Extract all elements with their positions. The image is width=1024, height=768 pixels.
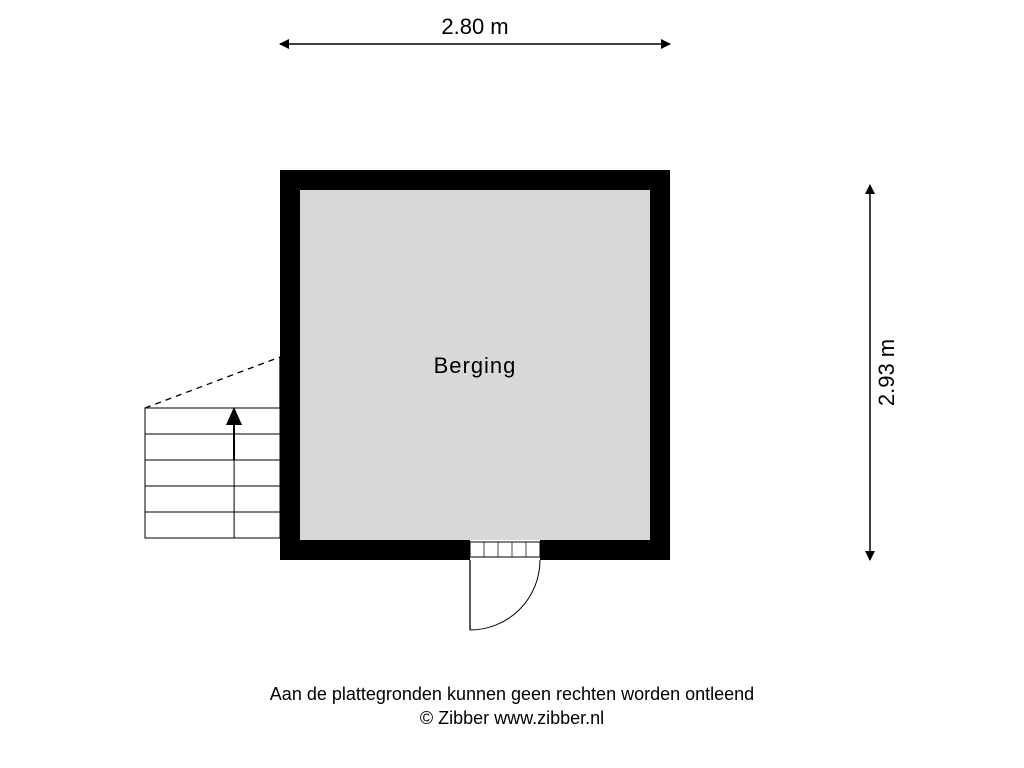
stairs — [145, 357, 280, 538]
room-label: Berging — [434, 353, 517, 378]
door — [470, 540, 540, 630]
dimension-height: 2.93 m — [870, 185, 899, 560]
floorplan-svg: 2.80 m 2.93 m Berging Aan de plattegrond… — [0, 0, 1024, 768]
footer-copyright: © Zibber www.zibber.nl — [420, 708, 604, 728]
dimension-height-label: 2.93 m — [874, 339, 899, 406]
dimension-width-label: 2.80 m — [441, 14, 508, 39]
footer-disclaimer: Aan de plattegronden kunnen geen rechten… — [270, 684, 754, 704]
room-berging: Berging — [280, 170, 670, 560]
dimension-width: 2.80 m — [280, 14, 670, 44]
